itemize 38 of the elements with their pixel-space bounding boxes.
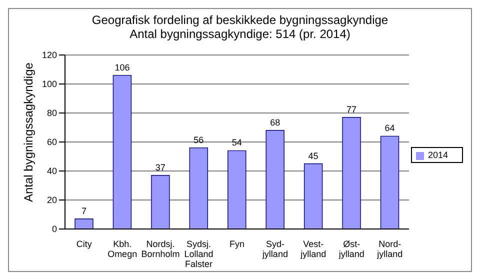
bar — [74, 218, 94, 229]
x-tick-label: Nordsj. Bornholm — [141, 239, 180, 259]
data-label: 45 — [308, 150, 318, 161]
x-tick-label: Nord-jylland — [376, 239, 403, 259]
x-tick-label: Fyn — [229, 239, 244, 249]
data-label: 106 — [114, 62, 130, 72]
bar — [151, 175, 170, 229]
data-label: 64 — [384, 123, 395, 134]
x-tick-label: Sydsj. Lolland Falster — [184, 239, 214, 269]
bar — [112, 74, 132, 229]
data-label: 56 — [194, 134, 204, 145]
legend-label: 2014 — [428, 150, 448, 160]
data-label: 54 — [232, 138, 242, 148]
x-tick-label: Kbh. Omegn — [108, 239, 138, 259]
bar — [189, 147, 208, 229]
y-tick-label: 0 — [52, 224, 57, 234]
x-tick-label: Vest-jylland — [300, 239, 326, 259]
chart-subtitle: Antal bygningssagkyndige: 514 (pr. 2014) — [128, 27, 352, 41]
x-tick-label: Syd-jylland — [261, 239, 288, 259]
data-label: 7 — [81, 206, 87, 216]
bar — [228, 150, 246, 229]
y-tick-label: 100 — [42, 79, 57, 90]
bar — [342, 117, 361, 229]
x-tick-label: City — [76, 239, 92, 249]
bar — [266, 130, 284, 229]
bar — [304, 163, 323, 229]
x-tick-label: Øst-jylland — [338, 239, 364, 259]
chart-title: Geografisk fordeling af beskikkede bygningssagkyndige — [90, 13, 390, 27]
data-label: 68 — [270, 117, 280, 128]
data-label: 37 — [155, 162, 166, 172]
y-tick-label: 60 — [46, 137, 57, 148]
y-axis-title: Antal bygningssagkyndige — [21, 62, 36, 202]
y-tick-label: 20 — [46, 195, 57, 206]
bar — [380, 136, 400, 229]
y-tick-label: 80 — [46, 108, 57, 118]
y-tick-label: 40 — [46, 166, 57, 176]
data-label: 77 — [346, 104, 357, 114]
y-tick-label: 120 — [42, 50, 57, 60]
